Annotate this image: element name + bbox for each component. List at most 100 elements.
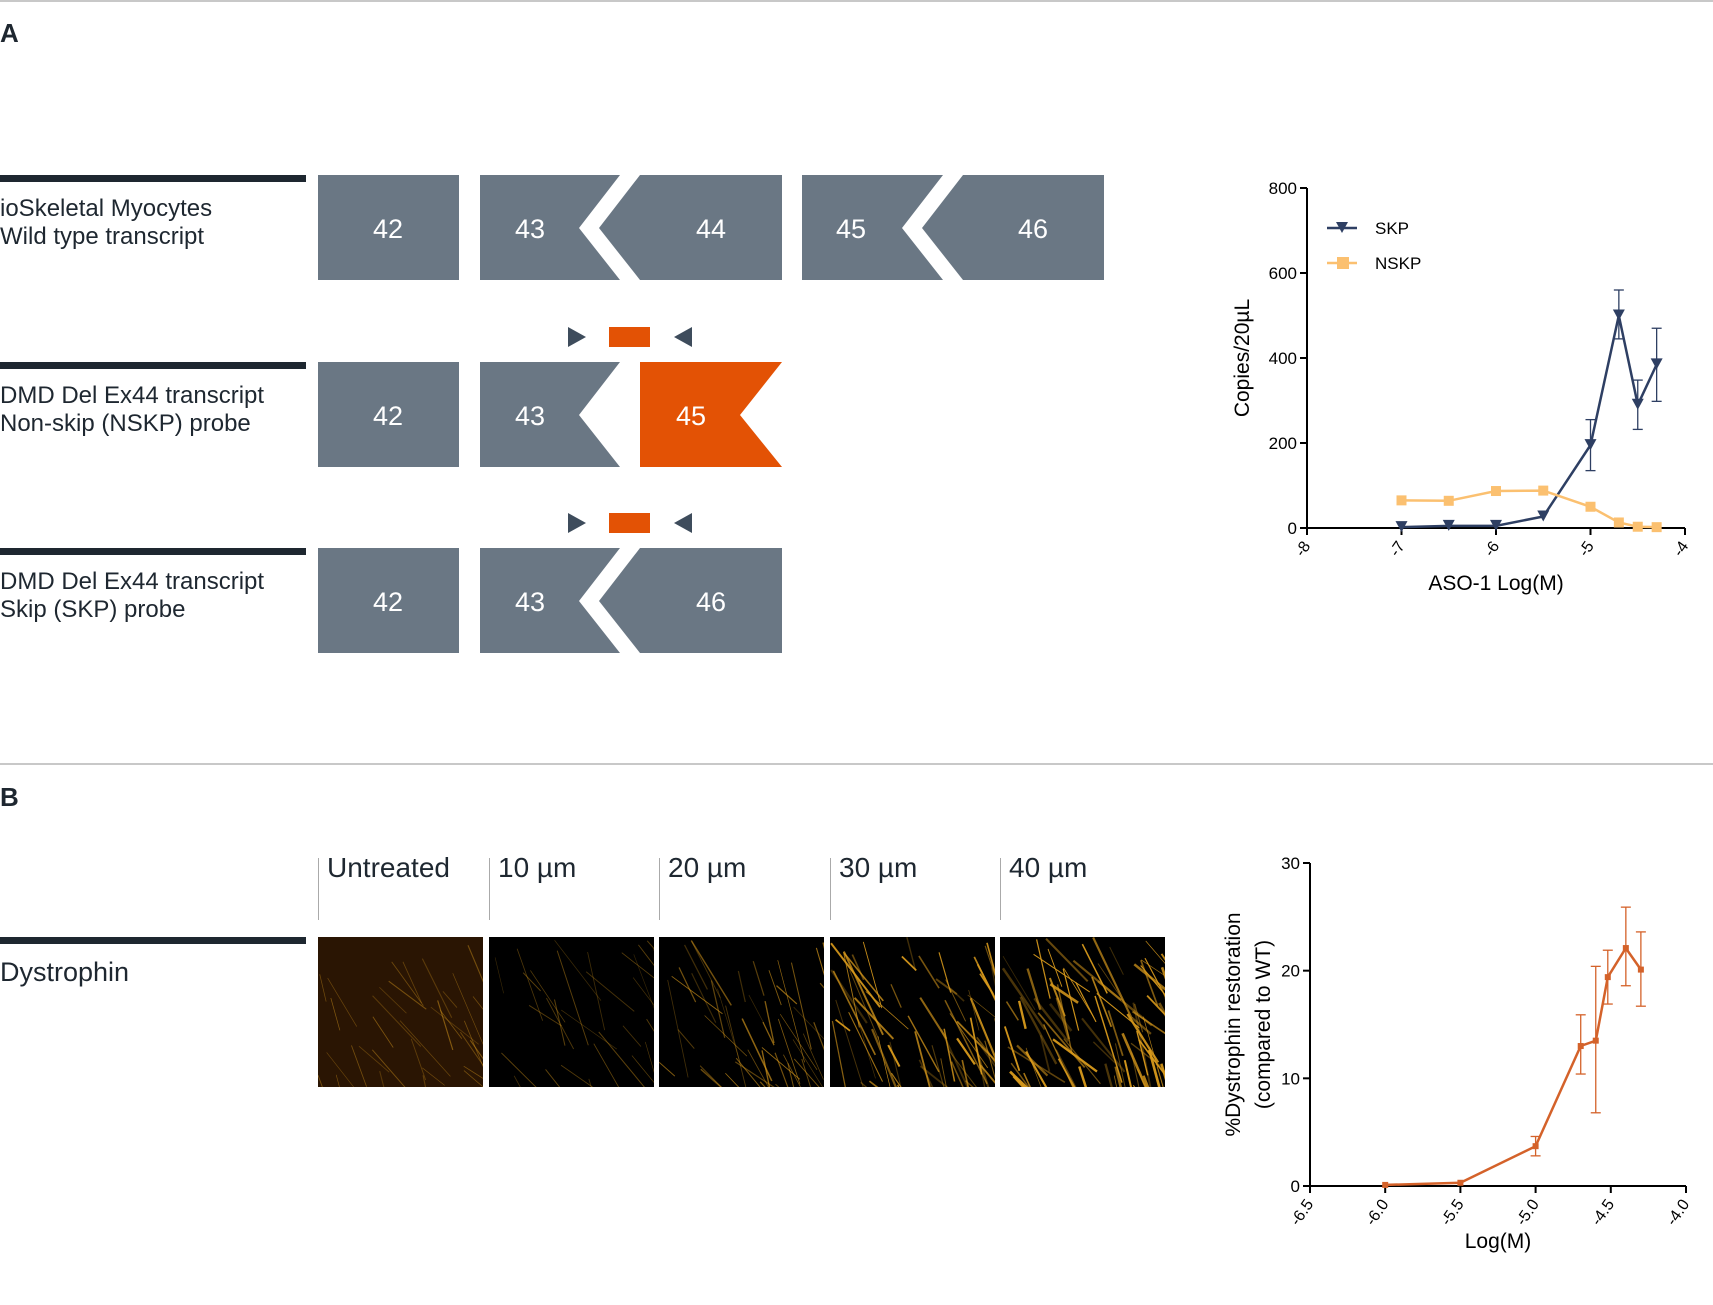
- fiber: [1019, 996, 1058, 1065]
- fiber: [1161, 987, 1165, 1000]
- fiber: [646, 1018, 654, 1032]
- row-bar-dystrophin: [0, 937, 306, 944]
- fiber: [964, 1080, 974, 1087]
- fiber: [931, 1045, 945, 1087]
- fiber: [667, 979, 689, 1078]
- row-wild-type: [318, 175, 1104, 280]
- fiber: [1001, 967, 1046, 1031]
- fiber: [1107, 1010, 1124, 1057]
- fiber: [802, 1033, 824, 1080]
- fiber: [556, 950, 589, 1046]
- x-tick-label: -5.5: [1438, 1196, 1468, 1228]
- fiber: [945, 979, 967, 1022]
- fiber: [1025, 1051, 1048, 1087]
- fiber: [1017, 1000, 1027, 1030]
- fiber: [1055, 1049, 1077, 1087]
- data-point: [1584, 439, 1597, 451]
- fiber: [1072, 959, 1122, 1001]
- fiber: [985, 1047, 995, 1065]
- fiber: [463, 1065, 483, 1079]
- fiber: [1035, 939, 1051, 999]
- fiber: [956, 1020, 995, 1062]
- fiber: [318, 1074, 323, 1087]
- y-tick-label: 400: [1269, 349, 1297, 368]
- fiber: [554, 940, 602, 1001]
- legend-label: SKP: [1375, 219, 1409, 238]
- micrograph-untreated: [318, 937, 483, 1087]
- fiber: [980, 1046, 995, 1068]
- exon-43: [480, 175, 620, 280]
- exon-label: 45: [676, 401, 706, 431]
- data-point: [1537, 510, 1550, 522]
- x-tick-label: -4.0: [1664, 1196, 1694, 1228]
- fiber: [1048, 1003, 1073, 1032]
- exon-label: 43: [515, 401, 545, 431]
- fiber: [974, 1046, 990, 1087]
- fiber: [463, 1020, 483, 1068]
- fiber: [1136, 1030, 1149, 1076]
- fiber: [1114, 1043, 1126, 1087]
- fiber: [843, 952, 884, 1002]
- y-tick-label: 0: [1288, 519, 1297, 538]
- data-point: [1532, 1143, 1539, 1150]
- data-point: [1490, 519, 1502, 531]
- fiber: [631, 1055, 654, 1083]
- fiber: [351, 1045, 367, 1087]
- fiber: [835, 1019, 851, 1032]
- fiber: [783, 1054, 801, 1087]
- fiber: [918, 955, 940, 989]
- fiber: [843, 951, 860, 1028]
- fiber: [901, 955, 917, 971]
- fiber: [1081, 1017, 1126, 1073]
- fiber: [683, 944, 708, 990]
- probe-icon: [609, 513, 650, 533]
- fiber: [1012, 1075, 1026, 1087]
- x-tick-label: -4.5: [1588, 1196, 1618, 1228]
- fiber: [1140, 965, 1165, 996]
- fiber: [1094, 995, 1123, 1083]
- fiber: [976, 1036, 995, 1063]
- fiber: [1033, 997, 1069, 1043]
- fiber: [371, 1049, 406, 1087]
- fiber: [1109, 946, 1124, 975]
- fiber: [1057, 1058, 1076, 1087]
- fiber: [646, 940, 654, 950]
- micrograph-10um: [489, 937, 654, 1087]
- fiber: [1026, 968, 1042, 1011]
- fiber: [793, 1058, 820, 1087]
- forward-primer-icon: [568, 327, 586, 347]
- panel-a-letter: A: [0, 18, 19, 48]
- fiber: [560, 1064, 594, 1087]
- fiber: [1130, 1052, 1140, 1087]
- fiber: [585, 971, 635, 1012]
- fiber: [710, 980, 726, 1038]
- fiber: [677, 1029, 695, 1049]
- fiber: [671, 975, 723, 1015]
- x-tick-label: -4: [1670, 538, 1692, 559]
- data-point: [1637, 966, 1644, 973]
- fiber: [358, 1045, 390, 1073]
- data-point: [1613, 517, 1624, 528]
- fiber: [1023, 1072, 1031, 1087]
- fiber: [1140, 959, 1159, 1007]
- exon-label: 46: [696, 587, 726, 617]
- fiber: [690, 940, 732, 1006]
- fiber: [748, 994, 765, 1024]
- fiber: [940, 1058, 947, 1087]
- chart-copies-vs-aso: 0 200 400 600 800 -8 -7 -6 -5 -4 ASO-1 Log(M) Copie…: [1231, 179, 1692, 595]
- fiber: [1144, 957, 1165, 998]
- fiber: [1063, 967, 1095, 1018]
- fiber: [843, 951, 884, 1036]
- fiber: [379, 1071, 385, 1087]
- fiber: [860, 1081, 868, 1087]
- column-label-10um: 10 µm: [498, 852, 577, 883]
- fiber: [437, 1000, 454, 1051]
- fiber: [832, 970, 877, 1056]
- fiber: [1010, 1062, 1030, 1087]
- exon-label: 46: [1018, 214, 1048, 244]
- data-point: [1382, 1181, 1389, 1188]
- series-line: [1401, 315, 1658, 529]
- row-skp: [318, 548, 782, 653]
- fiber: [494, 957, 504, 994]
- fiber: [792, 1039, 823, 1087]
